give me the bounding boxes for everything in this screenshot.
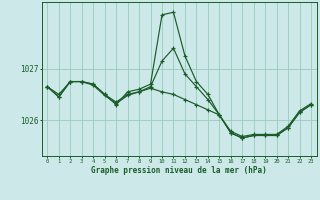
X-axis label: Graphe pression niveau de la mer (hPa): Graphe pression niveau de la mer (hPa) [91,166,267,175]
